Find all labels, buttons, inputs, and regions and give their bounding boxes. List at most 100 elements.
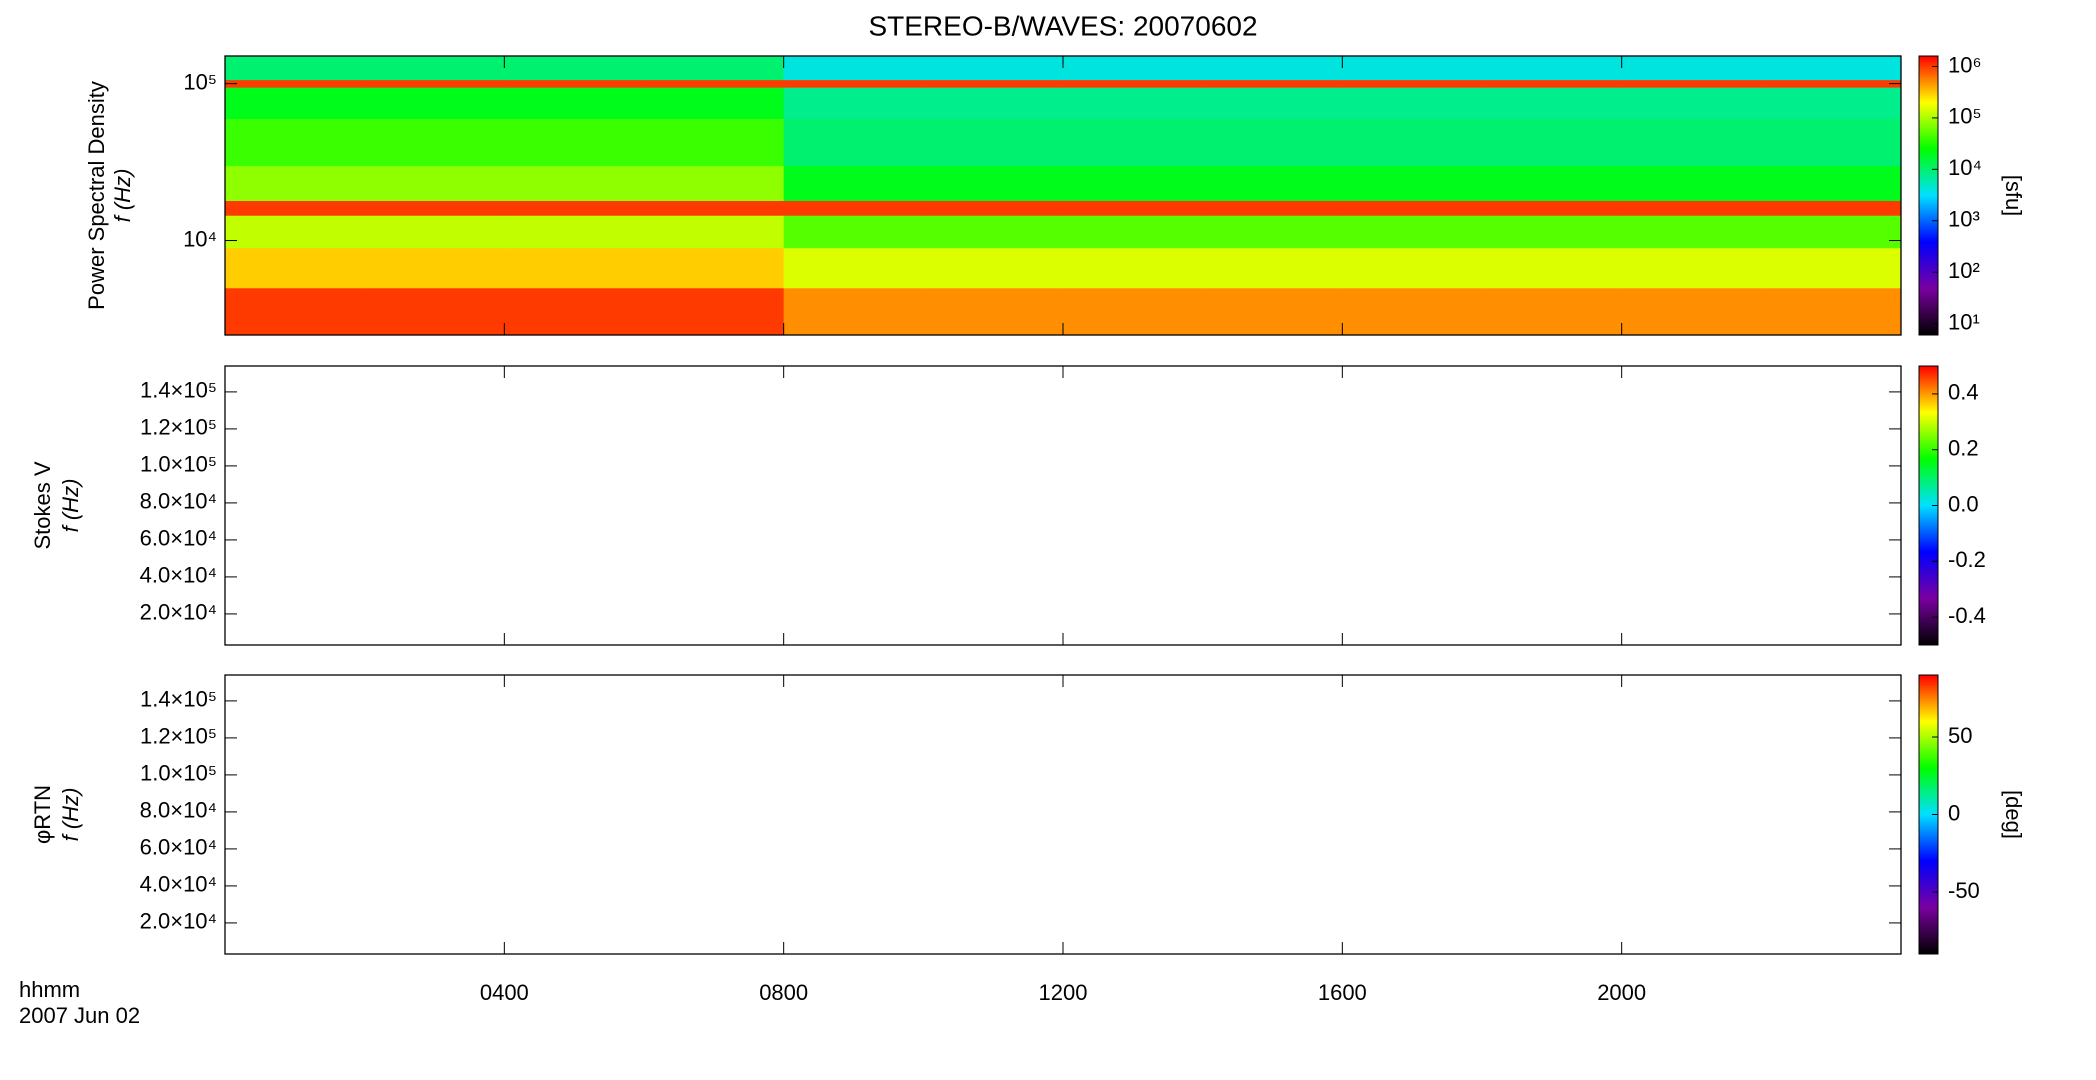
heatmap-cell — [644, 200, 785, 216]
heatmap-cell — [923, 200, 1064, 216]
y-tick-label: 2.0×10⁴ — [140, 909, 217, 934]
heatmap-cell — [1621, 165, 1762, 201]
heatmap-cell — [364, 215, 505, 249]
heatmap-cell — [1621, 87, 1762, 119]
heatmap-cell — [644, 79, 785, 88]
heatmap-cell — [923, 165, 1064, 201]
heatmap-cell — [783, 79, 924, 88]
heatmap-cell — [1063, 215, 1204, 249]
heatmap-cell — [644, 87, 785, 119]
heatmap-cell — [1202, 79, 1343, 88]
heatmap-cell — [1621, 79, 1762, 88]
heatmap-cell — [504, 87, 645, 119]
heatmap-cell — [1761, 247, 1901, 289]
heatmap-cell — [1063, 165, 1204, 201]
heatmap-cell — [504, 247, 645, 289]
heatmap-cell — [1621, 56, 1762, 81]
colorbar-tick-label: 0.0 — [1948, 491, 1979, 516]
heatmap-cell — [1621, 200, 1762, 216]
y-axis-label: Stokes V — [30, 461, 55, 549]
colorbar — [1918, 55, 1939, 336]
y-tick-label: 6.0×10⁴ — [140, 835, 217, 860]
y-axis-label: f (Hz) — [58, 479, 83, 533]
colorbar-tick-label: -50 — [1948, 878, 1980, 903]
heatmap-cell — [644, 56, 785, 81]
y-tick-label: 1.4×10⁵ — [140, 687, 217, 712]
x-tick-label: 1200 — [1039, 980, 1088, 1005]
heatmap-cell — [923, 215, 1064, 249]
heatmap-cell — [364, 79, 505, 88]
heatmap-cell — [644, 118, 785, 167]
y-axis-label: f (Hz) — [110, 169, 135, 223]
heatmap-cell — [783, 56, 924, 81]
colorbar-tick-label: 10⁶ — [1948, 52, 1982, 77]
x-tick-label: 2000 — [1597, 980, 1646, 1005]
heatmap-cell — [783, 287, 924, 335]
heatmap-cell — [364, 118, 505, 167]
heatmap-cell — [1202, 165, 1343, 201]
y-tick-label: 10⁵ — [183, 69, 217, 94]
colorbar-tick-label: 10⁵ — [1948, 104, 1982, 129]
y-tick-label: 1.2×10⁵ — [140, 724, 217, 749]
heatmap-cell — [1342, 118, 1483, 167]
heatmap-cell — [1342, 56, 1483, 81]
heatmap-cell — [1202, 118, 1343, 167]
colorbar-tick-label: -0.4 — [1948, 603, 1986, 628]
heatmap-cell — [225, 56, 366, 81]
heatmap-cell — [1063, 118, 1204, 167]
heatmap-cell — [225, 118, 366, 167]
heatmap-cell — [1202, 200, 1343, 216]
x-axis-date: 2007 Jun 02 — [19, 1003, 140, 1028]
heatmap-cell — [783, 247, 924, 289]
y-tick-label: 4.0×10⁴ — [140, 872, 217, 897]
heatmap — [225, 56, 1901, 335]
y-tick-label: 4.0×10⁴ — [140, 563, 217, 588]
heatmap-cell — [923, 118, 1064, 167]
heatmap-cell — [1202, 287, 1343, 335]
heatmap-cell — [1482, 87, 1623, 119]
heatmap-cell — [1063, 200, 1204, 216]
heatmap-cell — [1342, 247, 1483, 289]
y-tick-label: 8.0×10⁴ — [140, 489, 217, 514]
colorbar-tick-label: 10² — [1948, 258, 1980, 283]
heatmap-cell — [783, 215, 924, 249]
heatmap-cell — [1342, 165, 1483, 201]
heatmap-cell — [364, 200, 505, 216]
heatmap-cell — [504, 287, 645, 335]
heatmap-cell — [923, 79, 1064, 88]
heatmap-cell — [1482, 56, 1623, 81]
heatmap-cell — [1621, 118, 1762, 167]
heatmap-cell — [783, 200, 924, 216]
heatmap-cell — [923, 56, 1064, 81]
heatmap-cell — [1482, 79, 1623, 88]
heatmap-cell — [1342, 287, 1483, 335]
heatmap-cell — [923, 287, 1064, 335]
heatmap-cell — [1342, 79, 1483, 88]
colorbar-label: [deg] — [2001, 790, 2026, 839]
heatmap-cell — [1202, 215, 1343, 249]
y-tick-label: 1.0×10⁵ — [140, 452, 217, 477]
x-tick-label: 1600 — [1318, 980, 1367, 1005]
heatmap-cell — [1063, 247, 1204, 289]
x-tick-label: 0400 — [480, 980, 529, 1005]
y-tick-label: 1.2×10⁵ — [140, 415, 217, 440]
colorbar-tick-label: 0.4 — [1948, 380, 1979, 405]
heatmap-cell — [225, 200, 366, 216]
colorbar-tick-label: 10¹ — [1948, 309, 1980, 334]
heatmap-cell — [923, 247, 1064, 289]
y-tick-label: 6.0×10⁴ — [140, 526, 217, 551]
plot-frame — [224, 674, 1902, 955]
heatmap-cell — [1063, 87, 1204, 119]
heatmap-cell — [504, 56, 645, 81]
y-tick-label: 1.4×10⁵ — [140, 378, 217, 403]
heatmap-cell — [923, 87, 1064, 119]
colorbar-tick-label: 50 — [1948, 723, 1972, 748]
heatmap-cell — [225, 287, 366, 335]
heatmap-cell — [1761, 118, 1901, 167]
heatmap-cell — [1761, 79, 1901, 88]
heatmap-cell — [225, 79, 366, 88]
heatmap-cell — [1761, 87, 1901, 119]
heatmap-cell — [1761, 287, 1901, 335]
x-tick-label: 0800 — [759, 980, 808, 1005]
heatmap-cell — [1482, 200, 1623, 216]
